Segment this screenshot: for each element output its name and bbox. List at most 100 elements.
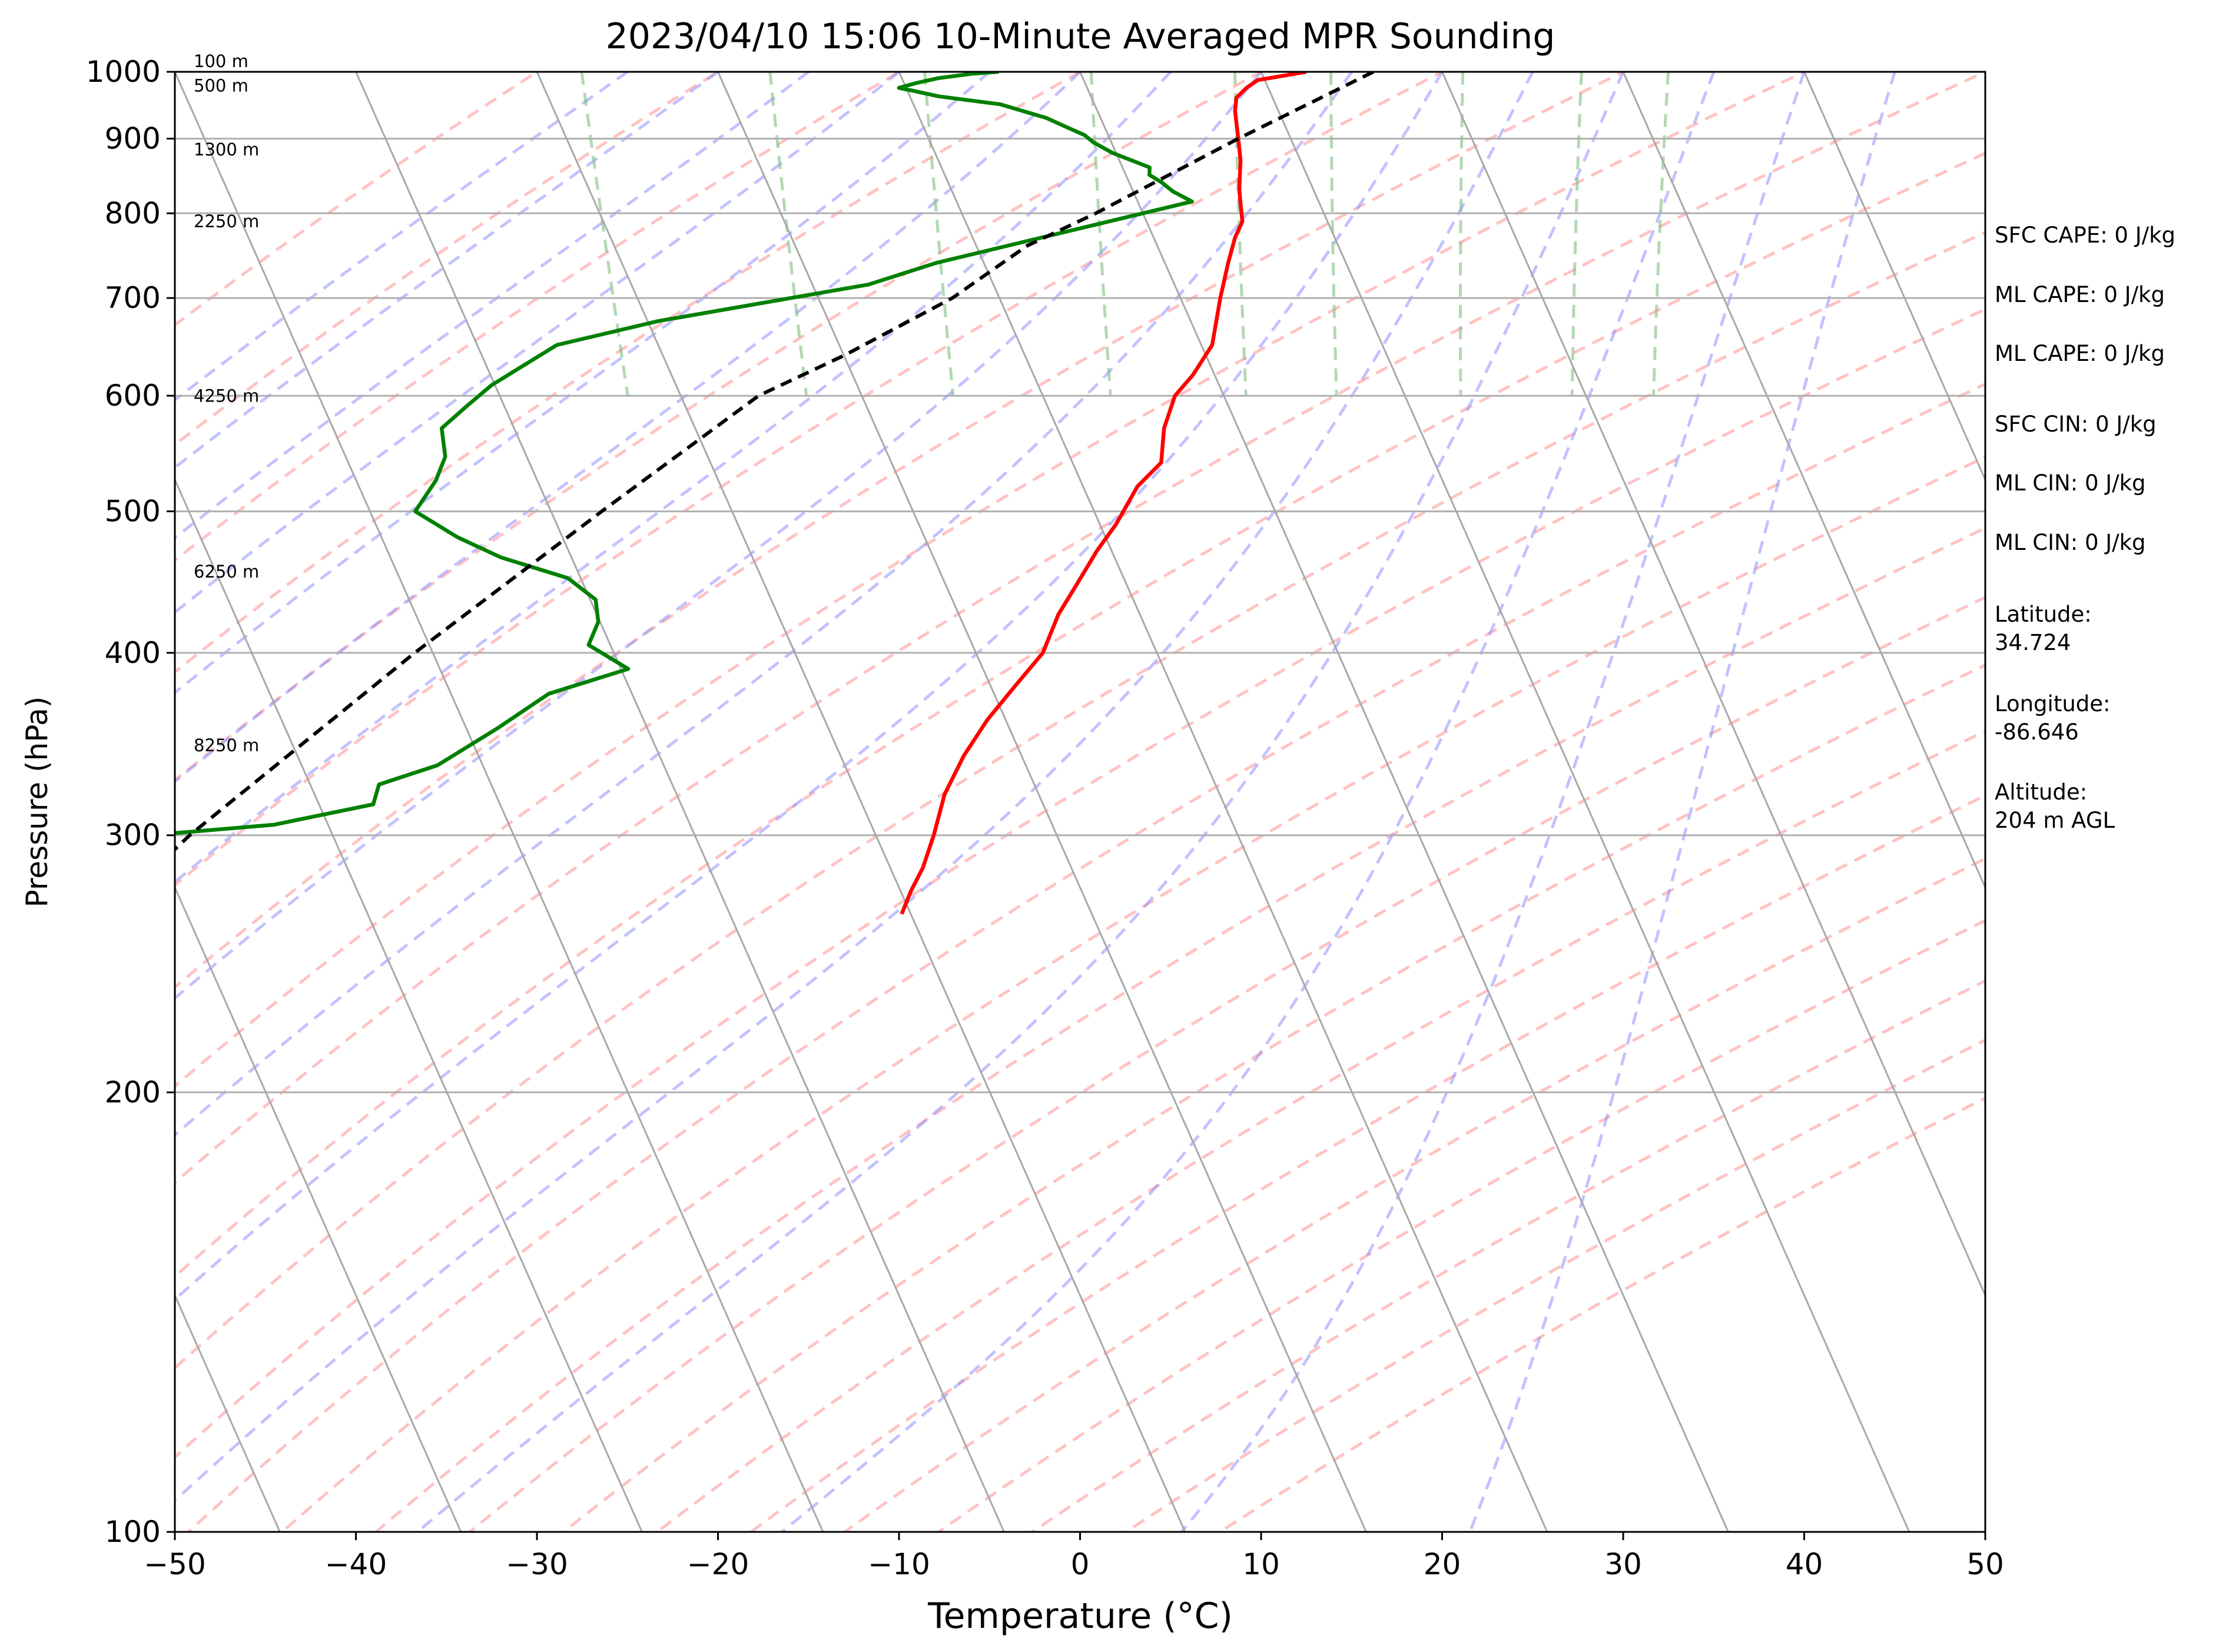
background-guide-lines [175,72,1985,1532]
moist-adiabat [1179,72,1806,1532]
dry-adiabat [561,663,1985,1532]
isotherm-line [175,72,824,1532]
ml-cape-label: ML CAPE: 0 J/kg [1995,282,2165,307]
moist-adiabat [175,72,1082,784]
dry-adiabat [748,794,1985,1532]
isotherm-line [536,72,1186,1532]
moist-adiabat [175,72,719,470]
dry-adiabat [1123,1038,1985,1532]
dry-adiabat [936,918,1985,1532]
y-tick-label: 700 [105,281,161,315]
ml-cin-label: ML CIN: 0 J/kg [1995,470,2146,496]
x-tick-label: 50 [1966,1547,2004,1581]
y-tick-label: 500 [105,495,161,529]
isotherm-line [1260,72,1910,1532]
height-label: 8250 m [194,735,259,755]
y-axis-label: Pressure (hPa) [20,696,54,908]
x-tick-label: −50 [144,1547,206,1581]
mixing-ratio-line [580,72,629,396]
x-tick-label: 20 [1424,1547,1461,1581]
ml-cin-label-2: ML CIN: 0 J/kg [1995,530,2146,555]
dry-adiabat [373,526,1985,1532]
isotherm-line [1441,72,1985,1298]
isotherm-line [0,41,113,1565]
height-labels: 100 m 500 m 1300 m 2250 m 4250 m 6250 m 8250 m [194,51,259,755]
dry-adiabat [175,72,721,447]
moist-adiabat [175,72,1353,1137]
gridlines [0,41,1985,1565]
moist-adiabat [175,72,991,695]
mixing-ratio-line [1329,72,1338,396]
y-tick-label: 200 [105,1075,161,1109]
moist-adiabat [415,72,1625,1532]
dry-adiabat [175,72,1985,1185]
height-label: 2250 m [194,211,259,231]
mixing-ratio-line [923,72,955,396]
isotherm-line [354,72,1006,1532]
y-axis-ticks: 100 200 300 400 500 600 700 800 900 1000 [86,55,175,1549]
isotherm-line [175,885,462,1532]
dry-adiabat [175,72,540,327]
height-label: 4250 m [194,386,259,406]
height-label: 1300 m [194,140,259,160]
x-tick-label: 0 [1071,1547,1090,1581]
dry-adiabat [467,595,1985,1532]
x-axis-ticks: −50 −40 −30 −20 −10 0 10 20 30 40 50 [144,1532,2004,1581]
height-label: 500 m [194,76,248,96]
isotherm-line [1803,72,1985,482]
y-tick-label: 1000 [86,55,161,89]
sfc-cin-label: SFC CIN: 0 J/kg [1995,412,2157,437]
moist-adiabat [175,72,1262,1000]
dry-adiabat [655,729,1985,1532]
moist-adiabat [175,72,629,402]
moist-adiabat [1468,72,1896,1532]
mixing-ratio-line [1089,72,1112,396]
isotherm-line [175,1293,281,1532]
dry-adiabat [175,307,1985,1459]
ml-cape-label-2: ML CAPE: 0 J/kg [1995,341,2165,366]
moist-adiabat [779,72,1716,1532]
latitude-label: Latitude: 34.724 [1995,602,2092,655]
isotherm-line [175,477,644,1532]
isotherm-line [717,72,1368,1532]
dry-adiabat [175,151,1985,1279]
dry-adiabat [280,455,1985,1532]
dewpoint-trace [175,72,1194,835]
isotherm-line [1079,72,1730,1532]
longitude-label: Longitude: -86.646 [1995,691,2111,745]
y-tick-label: 300 [105,818,161,852]
dry-adiabat [175,72,903,562]
x-tick-label: 10 [1242,1547,1280,1581]
dry-adiabat [175,72,1627,989]
dry-adiabat [175,72,1808,1089]
moist-adiabat [175,72,1444,1302]
x-tick-label: −40 [325,1547,387,1581]
mixing-ratio-line [768,72,808,396]
chart-title: 2023/04/10 15:06 10-Minute Averaged MPR … [606,16,1555,57]
dry-adiabat [175,72,1446,887]
x-axis-label: Temperature (°C) [927,1595,1233,1637]
dry-adiabat [175,72,1265,782]
height-label: 6250 m [194,562,259,582]
moist-adiabat [175,72,1534,1503]
dry-adiabat [186,382,1985,1532]
height-label: 100 m [194,51,248,71]
mixing-ratio-line [1570,72,1583,396]
dry-adiabat [175,230,1985,1370]
x-tick-label: 30 [1604,1547,1642,1581]
sounding-traces [175,72,1375,915]
x-tick-label: −10 [868,1547,930,1581]
altitude-label: Altitude: 204 m AGL [1995,779,2115,833]
x-tick-label: −20 [687,1547,749,1581]
x-tick-label: 40 [1786,1547,1823,1581]
y-tick-label: 600 [105,379,161,413]
mixing-ratio-line [1652,72,1670,396]
temperature-trace [900,72,1307,915]
mixing-ratio-line [1459,72,1465,396]
y-tick-label: 100 [105,1515,161,1549]
x-tick-label: −30 [506,1547,568,1581]
y-tick-label: 400 [105,636,161,670]
isotherm-line [1622,72,1985,890]
y-tick-label: 900 [105,121,161,155]
